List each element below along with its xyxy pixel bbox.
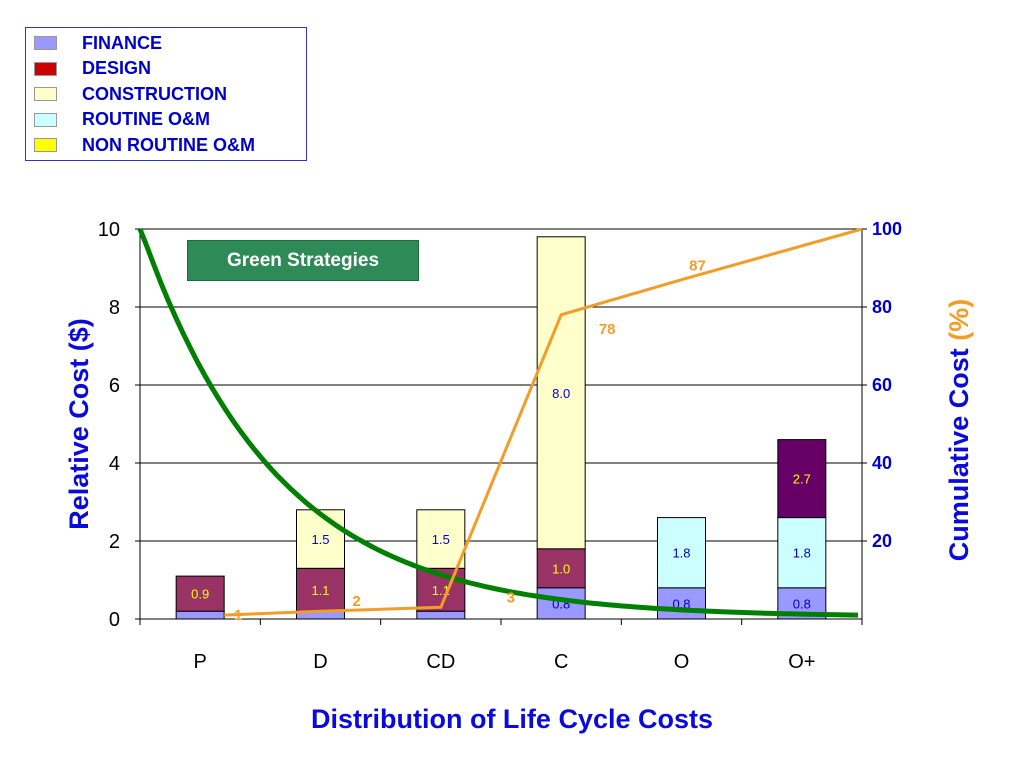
legend-swatch [34,61,57,76]
y2-tick-label: 40 [872,453,892,473]
bar-value-label: 1.5 [432,532,450,547]
legend-label: FINANCE [82,32,162,53]
x-tick-label: C [554,651,568,673]
legend-label: NON ROUTINE O&M [82,134,255,155]
bar-value-label: 1.8 [793,546,811,561]
cumulative-line [224,227,863,617]
bar-segment [416,509,466,569]
legend-label: CONSTRUCTION [82,83,227,104]
x-tick-label: P [193,651,206,673]
legend-label: ROUTINE O&M [82,109,210,129]
legend-item: CONSTRUCTION [34,83,227,105]
legend-swatch [34,87,57,101]
legend: FINANCE DESIGN CONSTRUCTION ROUTINE O&M NON … [25,27,307,161]
legend-item: FINANCE [34,32,162,54]
y-tick-label: 2 [109,531,120,553]
x-tick-label: O [674,651,690,673]
bar-segment [296,567,345,612]
y-tick-label: 10 [98,219,120,241]
y2-tick-label: 100 [872,219,902,239]
x-tick-label: O+ [788,651,815,673]
y-tick-label: 6 [109,375,120,397]
bar-segment [657,517,706,589]
cumulative-label: 3 [507,589,515,606]
cumulative-label: 1 [234,607,242,624]
bar-value-label: 0.9 [191,587,209,602]
legend-item: ROUTINE O&M [34,109,210,131]
bar-value-label: 2.7 [793,472,811,487]
bar-segment [296,509,345,569]
bar-segment [416,610,466,620]
bar-segment [777,439,827,519]
bar-segment [777,517,827,589]
bar-value-label: 8.0 [552,386,570,401]
x-tick-label: D [313,651,327,673]
bar-value-label: 1.1 [311,583,329,598]
green-curve [137,228,859,618]
y-tick-label: 4 [109,453,120,475]
x-axis-title: Distribution of Life Cycle Costs [311,704,713,734]
cumulative-label: 87 [689,258,706,275]
legend-swatch [34,112,57,127]
bar-segment [536,236,586,550]
y2-tick-label: 60 [872,375,892,395]
y-axis-title: Relative Cost ($) [64,318,94,530]
bar-value-label: 1.8 [672,546,690,561]
legend-swatch [34,138,57,152]
bar-segment [175,575,225,612]
y-tick-label: 0 [109,609,120,631]
cumulative-label: 2 [352,593,360,610]
green-strategies-annotation: Green Strategies [187,240,419,281]
x-tick-label: CD [426,651,455,673]
y-tick-label: 8 [109,297,120,319]
bar-value-label: 1.0 [552,561,570,576]
bar-value-label: 1.5 [311,532,329,547]
y2-tick-label: 80 [872,297,892,317]
cumulative-label: 78 [599,321,616,338]
bar-segment [657,587,706,620]
bar-segment [536,548,586,589]
legend-label: DESIGN [82,58,152,78]
y2-axis-title: Cumulative Cost (%) [944,299,974,562]
legend-swatch [34,36,57,50]
y2-tick-label: 20 [872,531,892,551]
legend-item: DESIGN [34,58,151,80]
bar-value-label: 0.8 [793,596,811,611]
legend-item: NON ROUTINE O&M [34,134,255,156]
bar-segment [175,610,225,620]
